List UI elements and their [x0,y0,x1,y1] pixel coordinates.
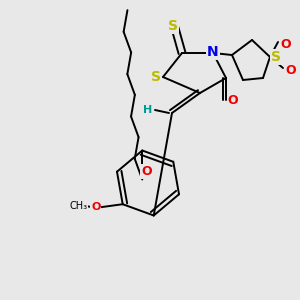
Text: O: O [91,202,100,212]
Text: O: O [228,94,238,107]
Text: N: N [207,45,219,59]
Text: O: O [281,38,291,50]
Text: S: S [151,70,161,84]
Text: S: S [271,50,281,64]
Text: O: O [141,165,152,178]
Text: H: H [143,105,152,115]
Text: S: S [168,19,178,33]
Text: O: O [286,64,296,76]
Text: CH₃: CH₃ [70,201,88,211]
